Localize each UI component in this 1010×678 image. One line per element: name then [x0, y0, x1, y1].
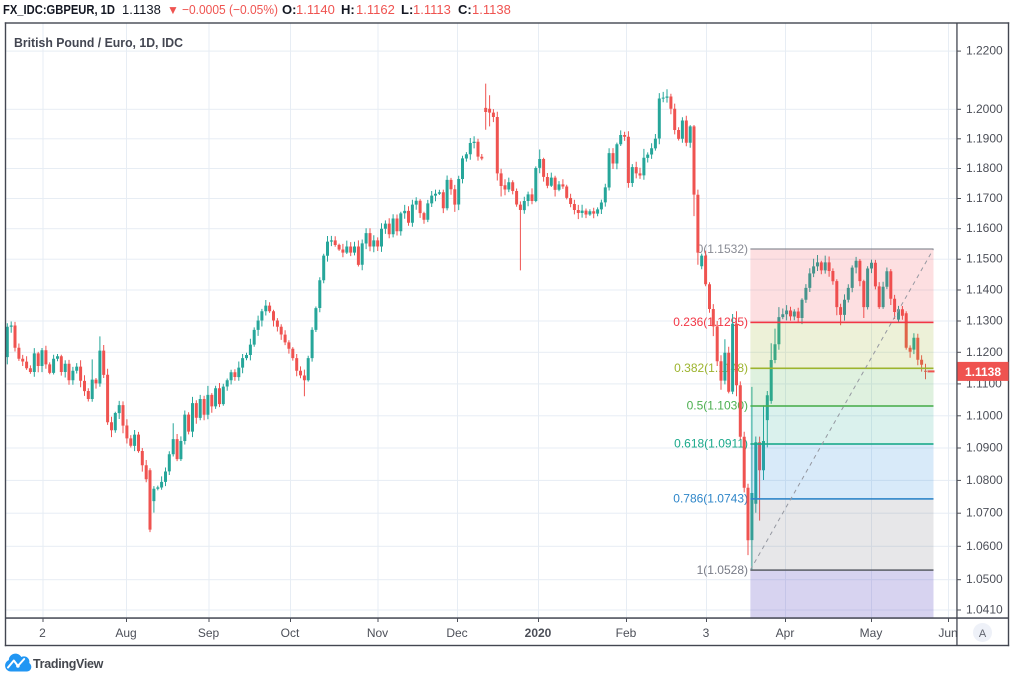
svg-text:Dec: Dec — [446, 626, 467, 640]
svg-text:FX_IDC:GBPEUR, 1D: FX_IDC:GBPEUR, 1D — [3, 2, 115, 17]
svg-text:Sep: Sep — [198, 626, 220, 640]
svg-text:1.1200: 1.1200 — [966, 345, 1003, 359]
svg-text:−0.0005 (−0.05%): −0.0005 (−0.05%) — [182, 2, 278, 17]
svg-text:1.0700: 1.0700 — [966, 506, 1003, 520]
svg-text:1.2200: 1.2200 — [966, 44, 1003, 58]
svg-text:2020: 2020 — [525, 626, 552, 640]
svg-text:1.1138: 1.1138 — [472, 2, 511, 17]
svg-text:Aug: Aug — [115, 626, 136, 640]
svg-text:1.1400: 1.1400 — [966, 283, 1003, 297]
svg-text:1.1700: 1.1700 — [966, 191, 1003, 205]
svg-text:1.1500: 1.1500 — [966, 252, 1003, 266]
svg-text:H:: H: — [341, 2, 355, 17]
svg-text:0.236(1.1295): 0.236(1.1295) — [673, 315, 748, 329]
svg-text:1(1.0528): 1(1.0528) — [697, 563, 748, 577]
svg-text:C:: C: — [458, 2, 472, 17]
svg-text:0.786(1.0743): 0.786(1.0743) — [673, 492, 748, 506]
svg-text:1.0600: 1.0600 — [966, 539, 1003, 553]
svg-text:TradingView: TradingView — [33, 657, 104, 671]
svg-text:1.1800: 1.1800 — [966, 161, 1003, 175]
svg-text:O:: O: — [282, 2, 296, 17]
svg-text:0.5(1.1030): 0.5(1.1030) — [687, 399, 748, 413]
svg-text:2: 2 — [39, 626, 46, 640]
svg-text:1.1138: 1.1138 — [122, 2, 161, 17]
svg-text:Nov: Nov — [367, 626, 388, 640]
svg-text:Oct: Oct — [281, 626, 300, 640]
svg-text:1.0900: 1.0900 — [966, 441, 1003, 455]
svg-text:1.1300: 1.1300 — [966, 314, 1003, 328]
svg-text:1.0800: 1.0800 — [966, 473, 1003, 487]
svg-text:1.0500: 1.0500 — [966, 572, 1003, 586]
svg-text:1.1162: 1.1162 — [356, 2, 395, 17]
svg-text:0.618(1.0911): 0.618(1.0911) — [674, 437, 748, 451]
svg-text:Feb: Feb — [616, 626, 637, 640]
svg-text:1.1113: 1.1113 — [413, 2, 451, 17]
svg-text:1.0410: 1.0410 — [966, 603, 1003, 617]
svg-text:3: 3 — [703, 626, 710, 640]
svg-text:A: A — [979, 628, 987, 640]
svg-text:British Pound / Euro, 1D, IDC: British Pound / Euro, 1D, IDC — [14, 35, 184, 50]
svg-text:May: May — [860, 626, 883, 640]
svg-text:1.2000: 1.2000 — [966, 102, 1003, 116]
svg-text:1.1138: 1.1138 — [965, 365, 1001, 379]
svg-text:1.1140: 1.1140 — [296, 2, 335, 17]
svg-text:1.1000: 1.1000 — [966, 408, 1003, 422]
svg-text:Jun: Jun — [938, 626, 957, 640]
svg-text:L:: L: — [401, 2, 413, 17]
svg-text:Apr: Apr — [776, 626, 795, 640]
svg-text:▼: ▼ — [167, 3, 179, 17]
svg-text:0(1.1532): 0(1.1532) — [697, 242, 748, 256]
svg-text:1.1600: 1.1600 — [966, 221, 1003, 235]
svg-text:1.1900: 1.1900 — [966, 131, 1003, 145]
